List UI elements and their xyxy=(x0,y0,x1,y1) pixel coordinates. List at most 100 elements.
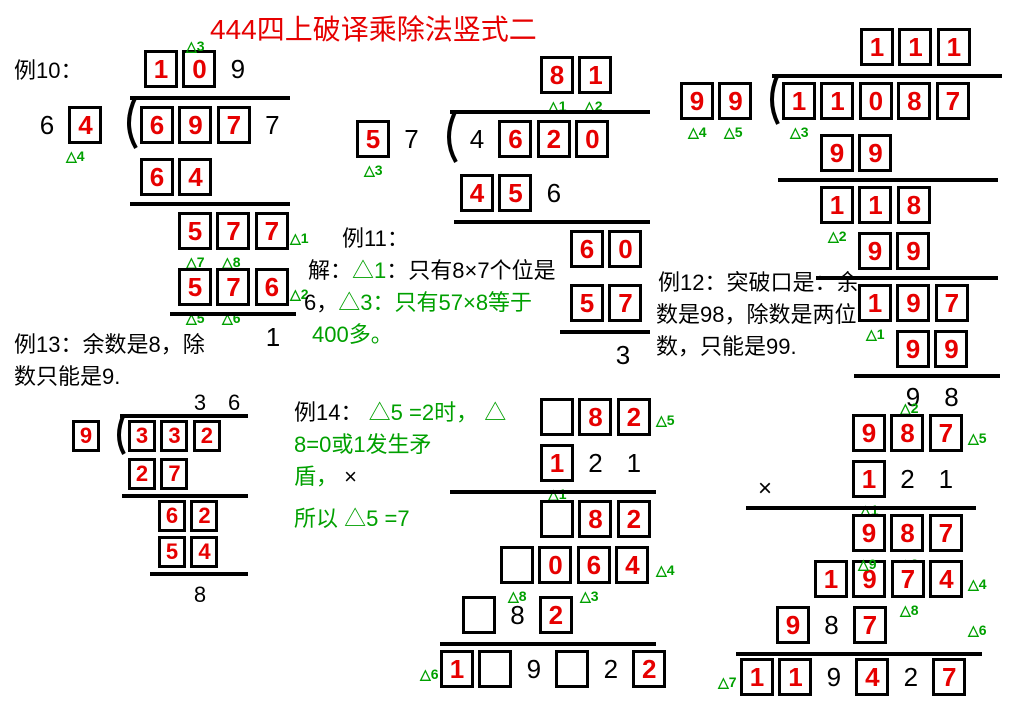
digit: 2 xyxy=(890,460,924,498)
ex11-label: 例11： xyxy=(342,224,409,254)
digit-cell: 1 xyxy=(860,28,894,66)
ex14-line3: 盾， × xyxy=(294,462,357,492)
digit-cell: 9 xyxy=(896,330,930,368)
div-curve xyxy=(110,414,128,458)
empty-cell: . xyxy=(540,500,574,538)
digit: 9 xyxy=(221,50,255,88)
digit-cell: 6 xyxy=(140,106,174,144)
digit-cell: 7 xyxy=(935,284,969,322)
tri-6: △6 xyxy=(968,622,987,639)
hline xyxy=(122,494,248,498)
tri-4: △4 xyxy=(688,124,707,141)
digit-cell: 2 xyxy=(617,500,651,538)
tri-2: △2 xyxy=(828,228,847,245)
p14r-mul: 1 2 1 xyxy=(852,460,963,498)
digit-cell: 7 xyxy=(160,458,188,490)
p10-step2: 5 7 7 xyxy=(178,212,289,250)
tri: △ xyxy=(484,400,506,425)
sol-line2: 6，△3：只有57×8等于 xyxy=(304,288,532,318)
digit-cell: 1 xyxy=(898,28,932,66)
digit: 8 xyxy=(500,596,534,634)
digit-cell: 0 xyxy=(182,50,216,88)
tri-5: △5 xyxy=(656,412,675,429)
digit-cell: 0 xyxy=(538,546,572,584)
digit-cell: 4 xyxy=(929,560,963,598)
tri-4: △4 xyxy=(66,148,85,165)
digit-cell: 6 xyxy=(255,268,289,306)
p13-step1: 2 7 xyxy=(128,458,188,490)
page-title: 444四上破译乘除法竖式二 xyxy=(210,8,537,48)
txt: =7 xyxy=(385,506,410,531)
digit-cell: 8 xyxy=(578,500,612,538)
digit-cell: 1 xyxy=(858,186,892,224)
digit-cell: 2 xyxy=(190,500,218,532)
ex12-line3: 数，只能是99. xyxy=(656,332,797,362)
p14-result: 1 . 9 . 2 2 xyxy=(440,650,666,688)
tri-1: △1 xyxy=(866,326,885,343)
empty-cell: . xyxy=(500,546,534,584)
digit-cell: 9 xyxy=(178,106,212,144)
digit-cell: 1 xyxy=(782,82,816,120)
ex10-label: 例10： xyxy=(14,56,82,86)
empty-cell: . xyxy=(462,596,496,634)
digit-cell: 8 xyxy=(897,82,931,120)
digit-cell: 9 xyxy=(858,232,892,270)
digit-cell: 9 xyxy=(934,330,968,368)
tri-3: △3 xyxy=(580,588,599,605)
digit-cell: 1 xyxy=(858,284,892,322)
tri-3: △3 xyxy=(186,38,205,55)
p10-dividend: 6 9 7 7 xyxy=(140,106,289,144)
digit: 4 xyxy=(460,120,494,158)
p11-quotient: 8 1 xyxy=(540,56,612,94)
div-bar xyxy=(772,74,1002,78)
digit-cell: 7 xyxy=(891,560,925,598)
digit-cell: 9 xyxy=(852,514,886,552)
digit-cell: 8 xyxy=(897,186,931,224)
p14-top: . 8 2 xyxy=(540,398,651,436)
txt: ：只有8×7个位是 xyxy=(386,258,555,283)
tri-4: △4 xyxy=(968,576,987,593)
p12-step5: 9 9 xyxy=(896,330,968,368)
p10-divisor: 6 4 xyxy=(30,106,102,144)
p13-remainder: 8 xyxy=(186,576,214,614)
mult-sign: × xyxy=(344,464,357,489)
digit-cell: 1 xyxy=(937,28,971,66)
p10-step1: 6 4 xyxy=(140,158,212,196)
txt: 例14： xyxy=(294,400,362,425)
digit-cell: 3 xyxy=(160,420,188,452)
p14r-r2: 1 9 7 4 xyxy=(814,560,963,598)
tri-6: △6 xyxy=(420,666,439,683)
tri-5: △5 xyxy=(344,506,378,531)
tri-5: △5 xyxy=(968,430,987,447)
div-bar xyxy=(450,110,650,114)
digit-cell: 2 xyxy=(539,596,573,634)
div-curve xyxy=(436,110,460,166)
digit-cell: 3 xyxy=(128,420,156,452)
txt: 6， xyxy=(304,290,338,315)
digit-cell: 5 xyxy=(570,284,604,322)
digit-cell: 9 xyxy=(896,284,930,322)
txt: 盾， xyxy=(294,464,338,489)
p11-step1: 4 5 6 xyxy=(460,174,571,212)
p14-r1: . 8 2 xyxy=(540,500,651,538)
p14-mul: 1 2 1 xyxy=(540,444,651,482)
p12-step4: 1 9 7 xyxy=(858,284,969,322)
p10-remainder: 1 xyxy=(256,318,290,356)
digit-cell: 7 xyxy=(608,284,642,322)
p10-step3: 5 7 6 xyxy=(178,268,289,306)
digit-cell: 2 xyxy=(537,120,571,158)
digit-cell: 4 xyxy=(855,658,889,696)
txt: 解： xyxy=(308,258,352,283)
digit-cell: 1 xyxy=(820,186,854,224)
digit-cell: 5 xyxy=(356,120,390,158)
p14-r2: . 0 6 4 xyxy=(500,546,649,584)
digit: 9 xyxy=(817,658,851,696)
div-bar xyxy=(130,96,290,100)
ex14-line1: 例14： △5 =2时， △ xyxy=(294,398,506,428)
p13-dividend: 3 3 2 xyxy=(128,420,221,452)
digit: 8 xyxy=(934,378,968,416)
p14r-top: 9 8 7 xyxy=(852,414,963,452)
sol-line3: 400多。 xyxy=(312,320,393,350)
digit-cell: 7 xyxy=(929,514,963,552)
p13-step3: 5 4 xyxy=(158,536,218,568)
